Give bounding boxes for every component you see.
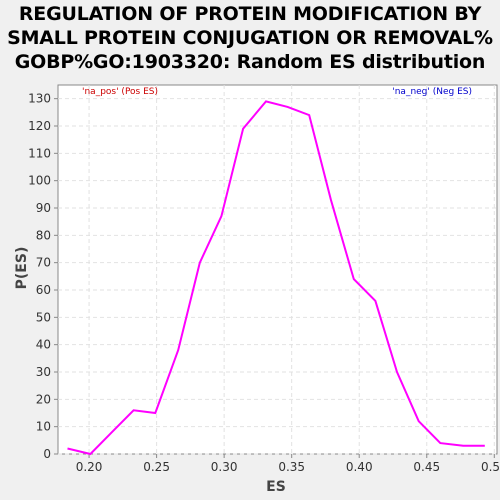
legend-neg-label: 'na_neg' (Neg ES) bbox=[392, 87, 472, 97]
legend-pos-label: 'na_pos' (Pos ES) bbox=[82, 87, 158, 97]
y-tick-label: 20 bbox=[36, 392, 51, 406]
x-tick-label: 0.35 bbox=[278, 460, 305, 474]
x-tick-label: 0.45 bbox=[413, 460, 440, 474]
y-axis: 0 10 20 30 40 50 60 70 80 90 100 110 120 130 bbox=[28, 92, 58, 461]
chart-title-line-2: SMALL PROTEIN CONJUGATION OR REMOVAL% bbox=[7, 27, 493, 49]
x-tick-label: 0.30 bbox=[211, 460, 238, 474]
y-tick-label: 130 bbox=[28, 92, 51, 106]
x-axis: 0.20 0.25 0.30 0.35 0.40 0.45 0.50 bbox=[76, 454, 500, 474]
y-tick-label: 50 bbox=[36, 310, 51, 324]
y-axis-label: P(ES) bbox=[14, 247, 30, 290]
y-tick-label: 110 bbox=[28, 146, 51, 160]
x-tick-label: 0.20 bbox=[76, 460, 103, 474]
x-tick-label: 0.50 bbox=[481, 460, 500, 474]
x-tick-label: 0.25 bbox=[143, 460, 170, 474]
y-tick-label: 90 bbox=[36, 201, 51, 215]
x-tick-label: 0.40 bbox=[346, 460, 373, 474]
y-tick-label: 80 bbox=[36, 228, 51, 242]
y-tick-label: 10 bbox=[36, 420, 51, 434]
y-tick-label: 0 bbox=[43, 447, 51, 461]
series-line bbox=[67, 100, 485, 456]
plot-area bbox=[57, 84, 498, 455]
y-tick-label: 40 bbox=[36, 338, 51, 352]
y-tick-label: 70 bbox=[36, 256, 51, 270]
x-axis-label: ES bbox=[266, 479, 286, 495]
chart-title-line-3: GOBP%GO:1903320: Random ES distribution bbox=[14, 51, 486, 73]
grid-lines bbox=[58, 85, 497, 455]
chart-title-line-1: REGULATION OF PROTEIN MODIFICATION BY bbox=[18, 3, 482, 25]
y-tick-label: 120 bbox=[28, 119, 51, 133]
y-tick-label: 30 bbox=[36, 365, 51, 379]
y-tick-label: 60 bbox=[36, 283, 51, 297]
y-tick-label: 100 bbox=[28, 174, 51, 188]
